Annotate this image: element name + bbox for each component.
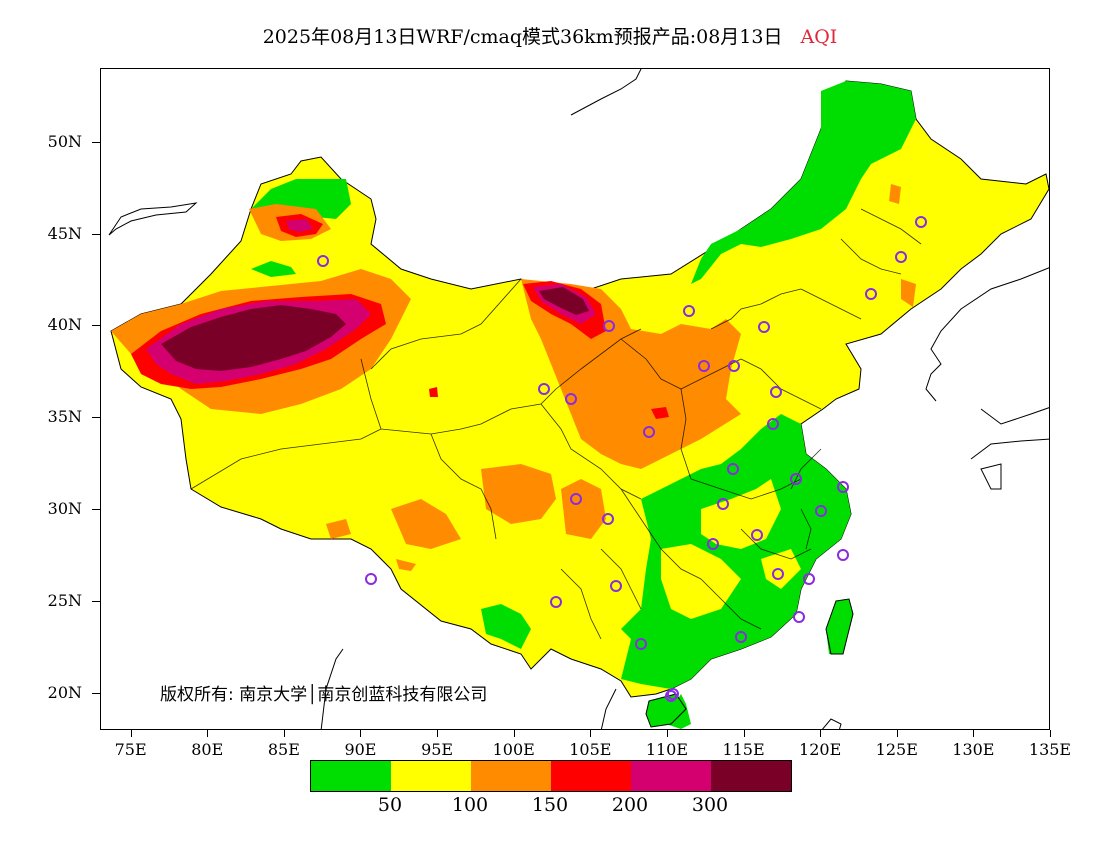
station-marker bbox=[915, 216, 927, 228]
legend-label: 300 bbox=[691, 794, 729, 816]
station-marker bbox=[538, 383, 550, 395]
station-marker bbox=[865, 288, 877, 300]
station-marker bbox=[667, 688, 679, 700]
color-legend bbox=[310, 760, 792, 792]
station-marker bbox=[728, 360, 740, 372]
taiwan bbox=[825, 598, 854, 655]
station-marker bbox=[770, 386, 782, 398]
station-marker bbox=[837, 549, 849, 561]
lon-tick-label: 85E bbox=[267, 740, 300, 759]
copyright-text: 版权所有: 南京大学│南京创蓝科技有限公司 bbox=[160, 685, 488, 705]
lat-tick-label: 25N bbox=[47, 591, 82, 611]
station-marker bbox=[317, 255, 329, 267]
legend-swatch bbox=[391, 761, 471, 791]
lon-tick-mark bbox=[1050, 730, 1051, 737]
lon-tick-mark bbox=[207, 730, 209, 737]
lon-tick-mark bbox=[820, 730, 822, 737]
lon-tick-label: 120E bbox=[799, 740, 842, 759]
station-marker bbox=[698, 360, 710, 372]
lat-tick-label: 50N bbox=[47, 131, 82, 151]
lon-tick-label: 80E bbox=[191, 740, 224, 759]
lon-tick-mark bbox=[973, 730, 975, 737]
station-marker bbox=[727, 463, 739, 475]
station-marker bbox=[643, 426, 655, 438]
region-hazardous bbox=[161, 287, 589, 371]
lon-tick-mark bbox=[666, 730, 668, 737]
station-marker bbox=[837, 481, 849, 493]
lon-tick-label: 75E bbox=[114, 740, 147, 759]
station-marker bbox=[803, 573, 815, 585]
station-marker bbox=[570, 493, 582, 505]
station-marker bbox=[603, 320, 615, 332]
variable-label: AQI bbox=[800, 26, 838, 48]
lat-tick-label: 40N bbox=[47, 315, 82, 335]
legend-swatch bbox=[631, 761, 711, 791]
station-marker bbox=[683, 305, 695, 317]
lon-tick-label: 115E bbox=[722, 740, 765, 759]
station-marker bbox=[772, 568, 784, 580]
lat-tick-label: 45N bbox=[47, 223, 82, 243]
lon-tick-label: 90E bbox=[344, 740, 377, 759]
lon-tick-mark bbox=[590, 730, 592, 737]
province-boundaries bbox=[190, 208, 922, 640]
station-marker bbox=[635, 638, 647, 650]
station-marker bbox=[895, 251, 907, 263]
station-markers bbox=[317, 216, 927, 702]
lon-tick-label: 125E bbox=[875, 740, 918, 759]
lon-tick-label: 100E bbox=[492, 740, 535, 759]
lon-tick-mark bbox=[437, 730, 439, 737]
lat-tick-mark bbox=[92, 325, 100, 327]
station-marker bbox=[815, 505, 827, 517]
lat-tick-label: 30N bbox=[47, 499, 82, 519]
lat-tick-mark bbox=[92, 417, 100, 419]
legend-label: 100 bbox=[451, 794, 489, 816]
station-marker bbox=[793, 611, 805, 623]
lon-tick-label: 135E bbox=[1028, 740, 1072, 759]
lat-tick-mark bbox=[92, 509, 100, 511]
legend-swatch bbox=[471, 761, 551, 791]
legend-label: 200 bbox=[611, 794, 649, 816]
station-marker bbox=[751, 529, 763, 541]
lon-tick-label: 110E bbox=[645, 740, 689, 759]
lon-tick-mark bbox=[360, 730, 362, 737]
lon-tick-label: 130E bbox=[952, 740, 995, 759]
lon-tick-mark bbox=[513, 730, 515, 737]
station-marker bbox=[717, 498, 729, 510]
station-marker bbox=[707, 538, 719, 550]
lon-tick-mark bbox=[130, 730, 132, 737]
lat-tick-label: 35N bbox=[47, 407, 82, 427]
lat-tick-mark bbox=[92, 141, 100, 143]
legend-swatch bbox=[711, 761, 791, 791]
legend-swatch bbox=[311, 761, 391, 791]
title-text: 2025年08月13日WRF/cmaq模式36km预报产品:08月13日 bbox=[262, 26, 783, 48]
coastlines bbox=[108, 69, 1049, 729]
station-marker bbox=[790, 473, 802, 485]
lon-tick-label: 105E bbox=[569, 740, 612, 759]
map-title: 2025年08月13日WRF/cmaq模式36km预报产品:08月13日 AQI bbox=[0, 22, 1100, 49]
legend-label: 50 bbox=[377, 794, 403, 816]
lat-tick-mark bbox=[92, 233, 100, 235]
station-marker bbox=[602, 513, 614, 525]
station-marker bbox=[550, 596, 562, 608]
lon-tick-label: 95E bbox=[421, 740, 454, 759]
map-frame bbox=[100, 68, 1050, 730]
aqi-map bbox=[108, 69, 1049, 729]
station-marker bbox=[758, 321, 770, 333]
station-marker bbox=[735, 631, 747, 643]
station-marker bbox=[665, 690, 677, 702]
station-marker bbox=[565, 393, 577, 405]
lat-tick-mark bbox=[92, 601, 100, 603]
station-marker bbox=[610, 580, 622, 592]
legend-swatch bbox=[551, 761, 631, 791]
station-marker bbox=[767, 418, 779, 430]
lon-tick-mark bbox=[743, 730, 745, 737]
lon-tick-mark bbox=[283, 730, 285, 737]
legend-label: 150 bbox=[531, 794, 569, 816]
lat-tick-label: 20N bbox=[47, 683, 82, 703]
station-marker bbox=[365, 573, 377, 585]
lat-tick-mark bbox=[92, 693, 100, 695]
lon-tick-mark bbox=[896, 730, 898, 737]
